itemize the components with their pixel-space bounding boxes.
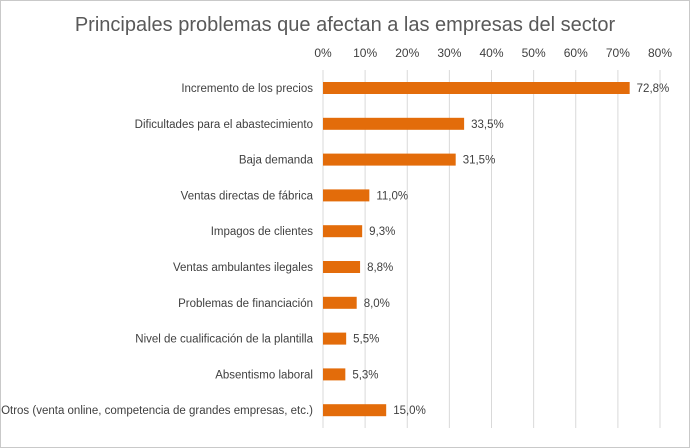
category-label: Otros (venta online, competencia de gran…: [1, 405, 313, 417]
category-label: Dificultades para el abastecimiento: [135, 119, 313, 131]
category-label: Baja demanda: [239, 155, 314, 167]
data-label: 8,8%: [367, 262, 393, 274]
bar: [323, 261, 361, 273]
x-tick-label: 80%: [648, 46, 672, 60]
data-label: 33,5%: [471, 119, 504, 131]
x-tick-label: 40%: [479, 46, 503, 60]
x-tick-label: 30%: [437, 46, 461, 60]
data-label: 5,3%: [352, 369, 378, 381]
bar: [323, 332, 347, 345]
data-label: 72,8%: [637, 83, 670, 95]
category-label: Absentismo laboral: [215, 369, 313, 381]
category-label: Nivel de cualificación de la plantilla: [135, 334, 313, 346]
category-label: Problemas de financiación: [178, 298, 313, 310]
bar: [323, 189, 370, 202]
bar: [323, 82, 630, 94]
x-tick-label: 0%: [314, 46, 332, 60]
x-tick-label: 60%: [564, 46, 588, 60]
x-tick-label: 20%: [395, 46, 419, 60]
category-label: Ventas ambulantes ilegales: [173, 262, 313, 274]
data-label: 9,3%: [369, 226, 395, 238]
x-tick-label: 50%: [522, 46, 546, 60]
bar: [323, 296, 357, 309]
bar: [323, 404, 387, 417]
data-label: 8,0%: [364, 298, 390, 310]
bar: [323, 368, 346, 381]
category-label: Impagos de clientes: [211, 226, 314, 238]
category-label: Incremento de los precios: [181, 83, 313, 95]
x-tick-label: 70%: [606, 46, 630, 60]
data-label: 15,0%: [393, 405, 426, 417]
data-label: 31,5%: [463, 155, 496, 167]
category-label: Ventas directas de fábrica: [181, 190, 314, 202]
data-label: 11,0%: [376, 190, 408, 202]
bar: [323, 153, 456, 166]
chart-title: Principales problemas que afectan a las …: [74, 14, 616, 36]
bar: [323, 225, 363, 238]
bar: [323, 117, 465, 130]
x-tick-label: 10%: [353, 46, 377, 60]
data-label: 5,5%: [353, 334, 379, 346]
